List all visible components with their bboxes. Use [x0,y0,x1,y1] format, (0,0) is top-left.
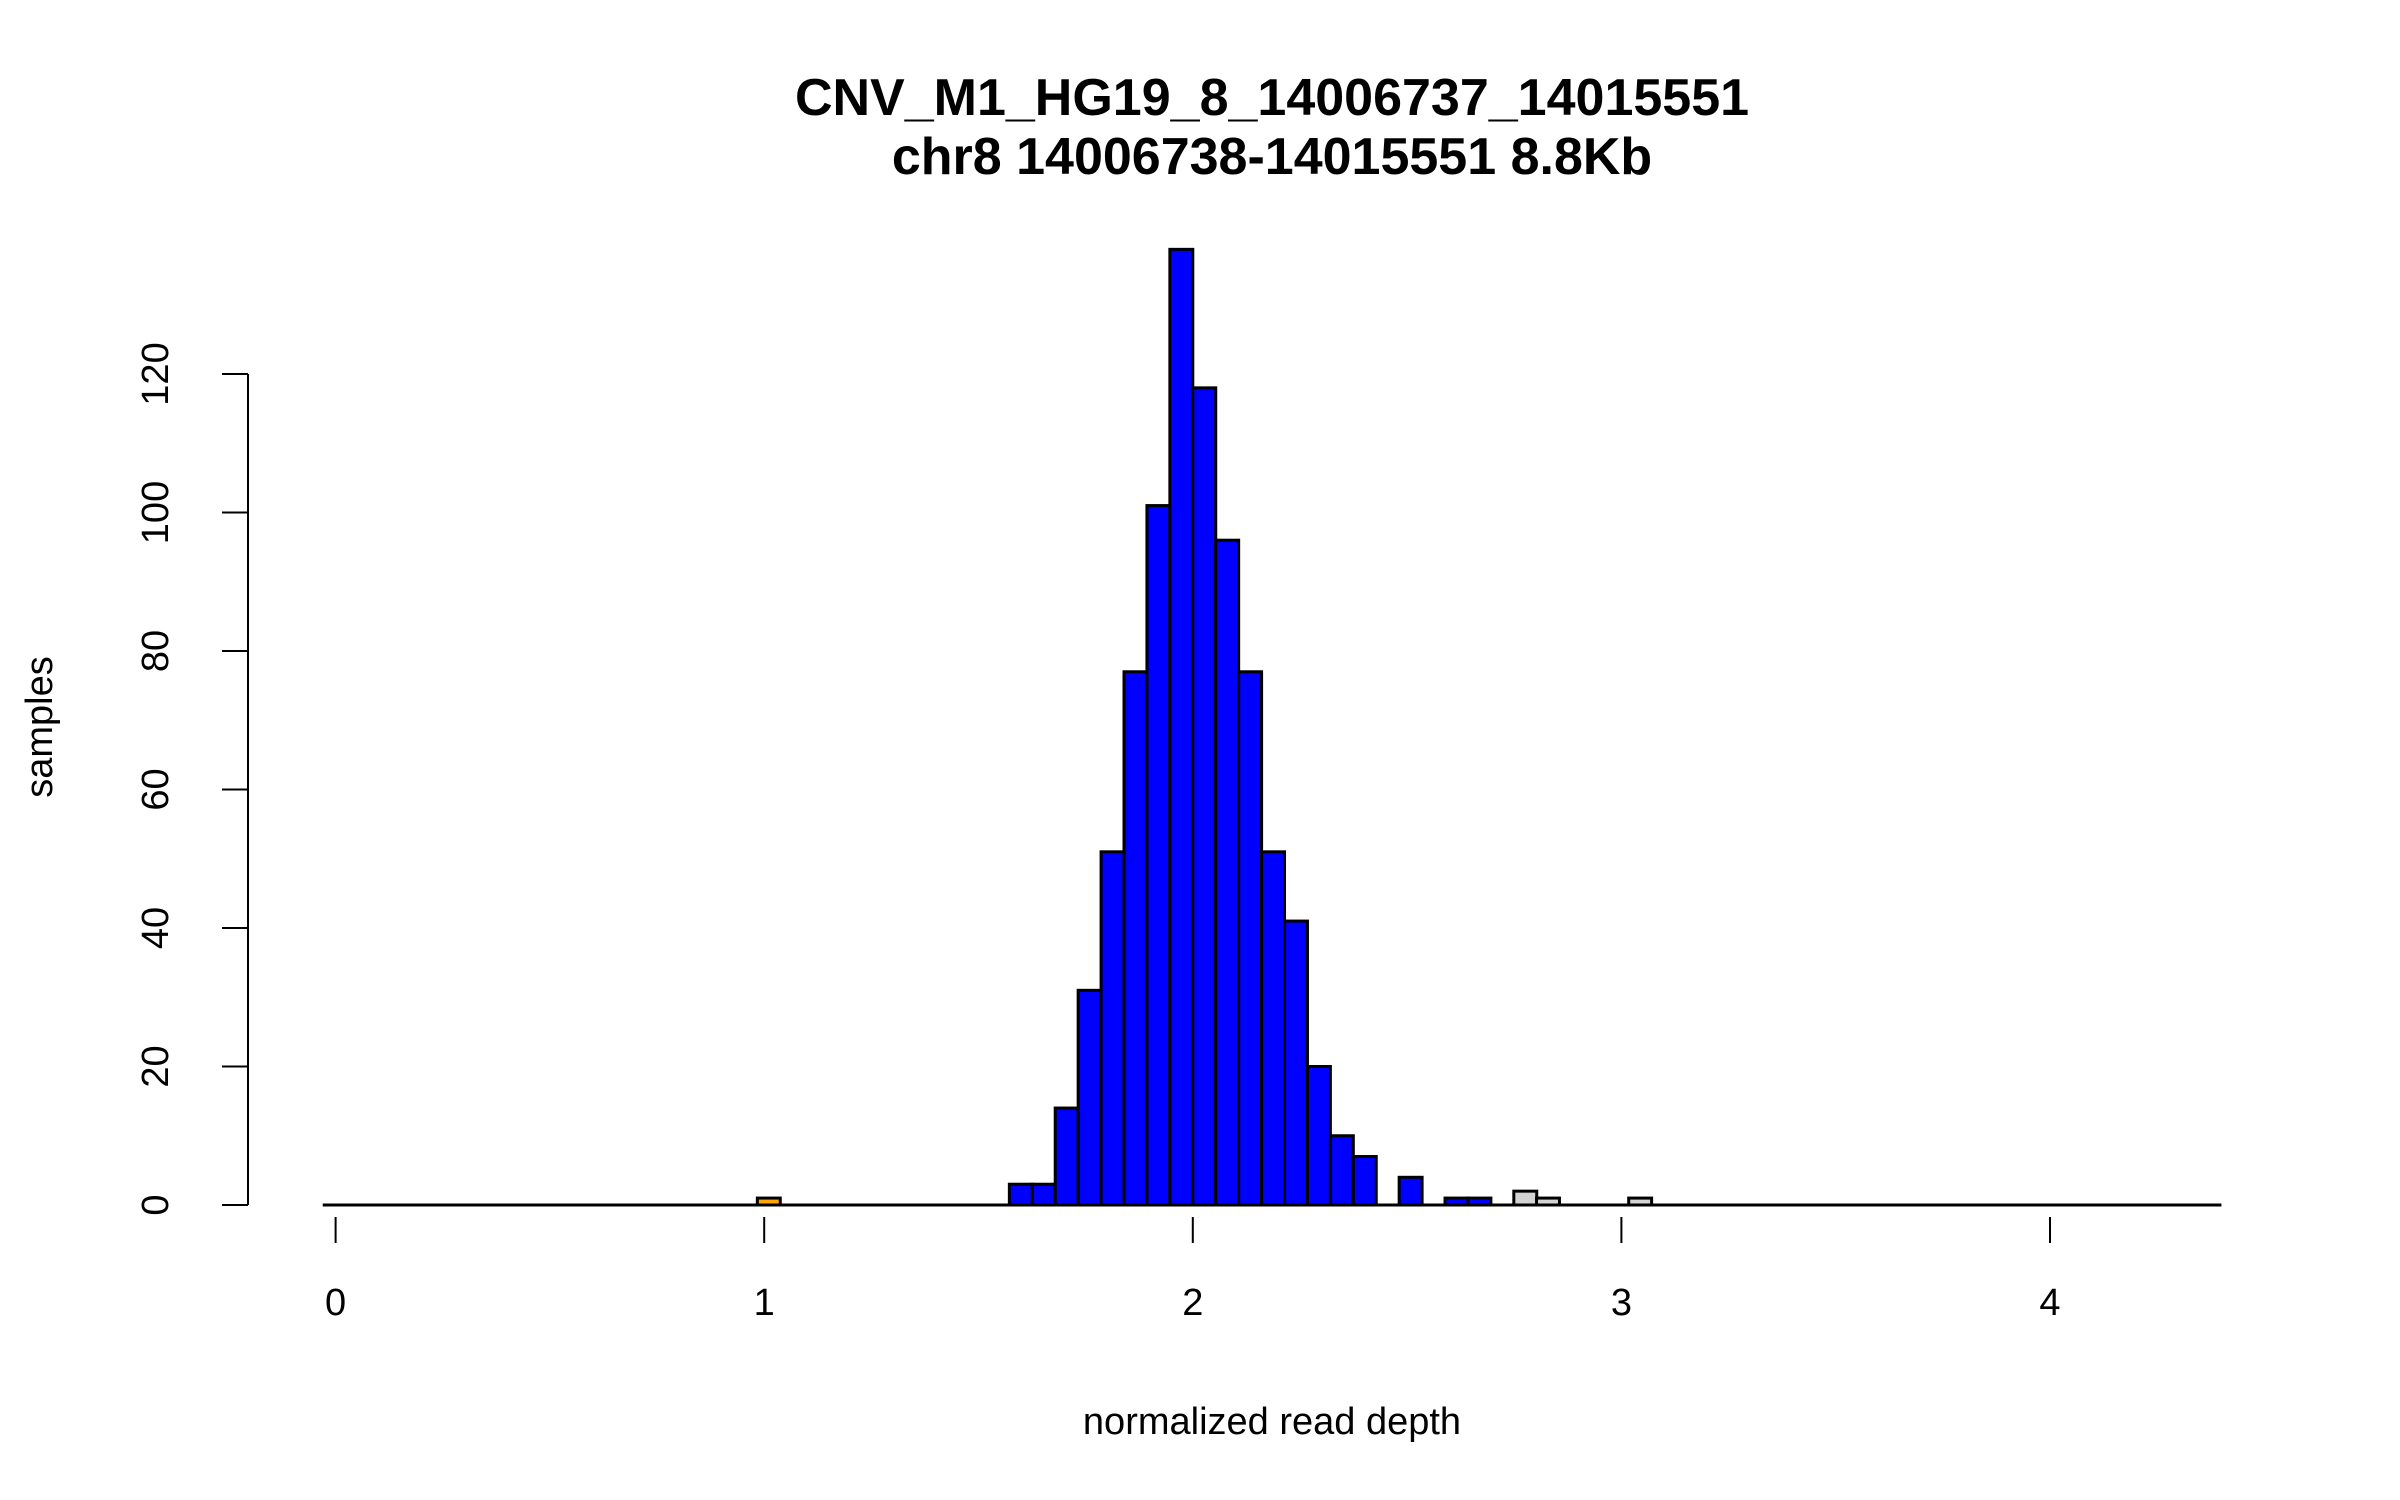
y-tick-label: 40 [135,907,177,949]
y-tick-label: 20 [135,1045,177,1087]
chart-title: CNV_M1_HG19_8_14006737_14015551 [795,69,1749,127]
x-tick-label: 4 [2039,1282,2060,1324]
bar-normal [1397,1175,1424,1207]
y-tick-label: 120 [135,342,177,405]
bar-normal [1283,919,1309,1207]
bar-normal [1122,670,1149,1207]
bars-group [755,247,1654,1207]
bar-normal [1260,850,1287,1207]
x-tick-label: 0 [325,1282,346,1324]
bar-normal [1007,1182,1034,1207]
bar-duplication [1512,1189,1539,1207]
bar-normal [1030,1182,1057,1207]
bar-normal [1237,670,1264,1207]
bar-normal [1168,247,1195,1207]
y-tick-label: 80 [135,630,177,672]
x-tick-label: 3 [1611,1282,1632,1324]
bar-normal [1076,988,1103,1207]
bar-normal [1305,1065,1332,1207]
y-tick-label: 100 [135,481,177,544]
x-axis-label: normalized read depth [1083,1401,1461,1443]
y-axis-label: samples [19,656,61,798]
bar-normal [1328,1134,1355,1207]
bar-normal [1053,1106,1080,1207]
bar-normal [1351,1155,1378,1207]
y-tick-label: 0 [135,1194,177,1215]
bar-normal [1214,538,1241,1207]
y-tick-label: 60 [135,768,177,810]
x-tick-label: 2 [1182,1282,1203,1324]
x-tick-label: 1 [754,1282,775,1324]
bar-normal [1099,850,1126,1207]
chart-subtitle: chr8 14006738-14015551 8.8Kb [892,128,1652,186]
bar-normal [1145,504,1172,1207]
bar-normal [1191,386,1218,1207]
